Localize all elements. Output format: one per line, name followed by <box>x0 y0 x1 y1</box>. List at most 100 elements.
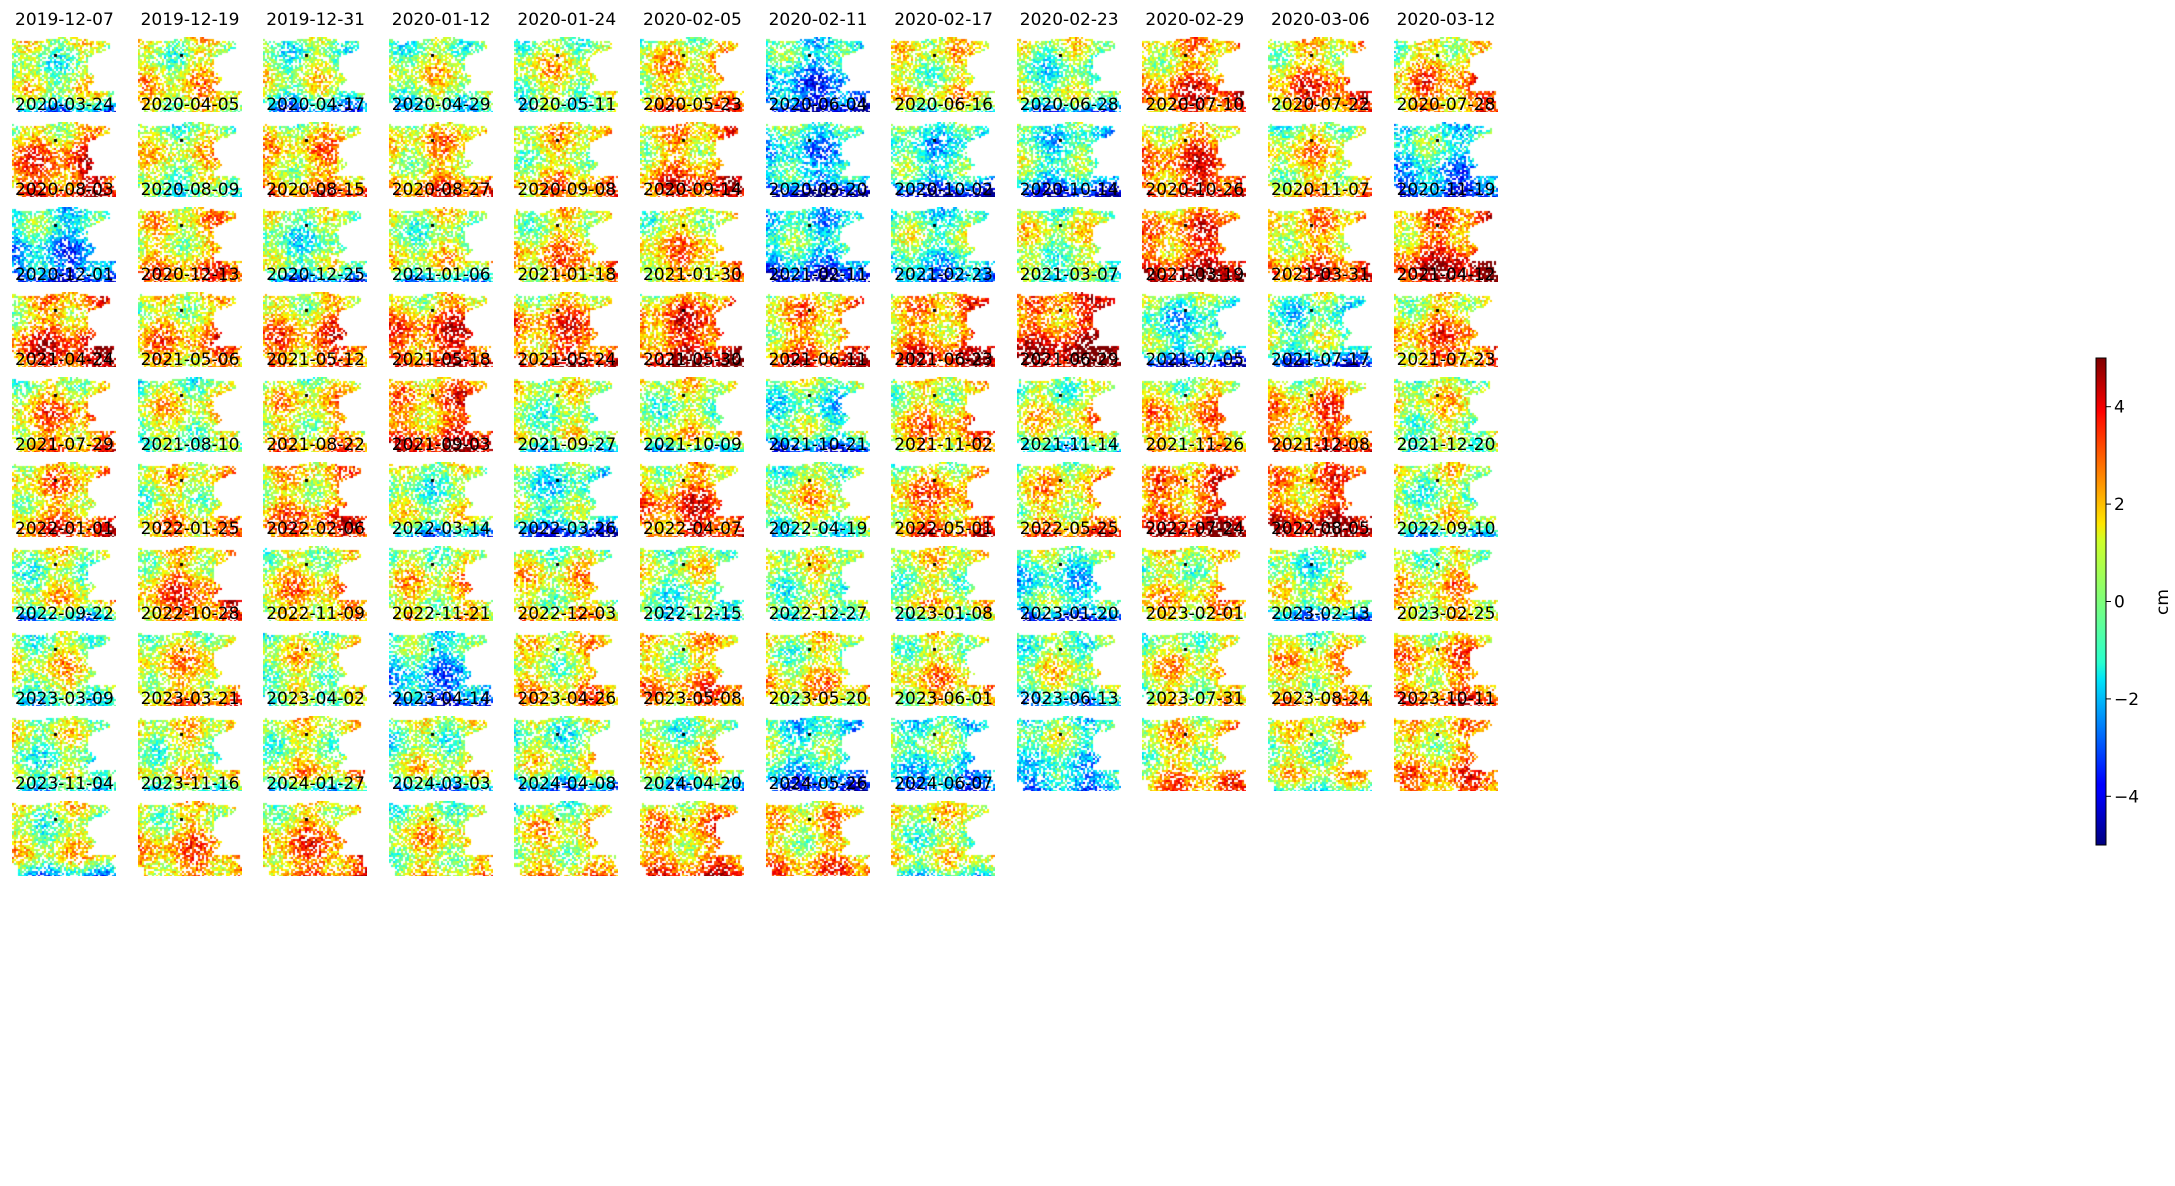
displacement-map <box>765 631 870 707</box>
panel-date-label: 2021-09-27 <box>517 434 617 455</box>
displacement-map <box>1268 121 1372 197</box>
interferogram-panel: 2020-05-11 <box>514 85 684 203</box>
panel-date-label: 2022-04-07 <box>643 519 742 540</box>
displacement-map <box>891 121 996 197</box>
panel-date-label: 2022-12-27 <box>768 604 868 625</box>
displacement-map <box>640 376 744 452</box>
interferogram-panel: 2021-08-22 <box>263 425 433 543</box>
interferogram-panel: 2019-12-07 <box>12 0 182 118</box>
interferogram-panel: 2023-02-13 <box>1268 594 1438 712</box>
panel-date-label: 2023-11-16 <box>140 774 240 795</box>
panel-date-label: 2020-04-29 <box>391 94 491 115</box>
panel-date-label: 2020-07-28 <box>1396 94 1496 115</box>
panel-date-label: 2021-04-12 <box>1396 264 1496 285</box>
displacement-map <box>1393 121 1498 197</box>
panel-date-label: 2023-06-13 <box>1019 689 1119 710</box>
displacement-map <box>388 206 493 282</box>
interferogram-panel: 2020-10-26 <box>1142 170 1312 288</box>
panel-date-label: 2022-08-05 <box>1271 519 1370 540</box>
displacement-map <box>640 206 744 282</box>
displacement-map <box>1142 631 1247 707</box>
interferogram-panel: 2020-08-03 <box>12 170 182 288</box>
displacement-map <box>765 716 870 792</box>
interferogram-panel: 2020-08-09 <box>137 170 308 288</box>
displacement-map <box>514 801 619 877</box>
panel-date-label: 2020-06-04 <box>768 94 868 115</box>
panel-date-label: 2021-02-23 <box>894 264 993 285</box>
panel-date-label: 2022-01-01 <box>15 519 114 540</box>
interferogram-panel: 2021-01-18 <box>514 255 684 373</box>
interferogram-panel: 2020-06-28 <box>1016 85 1187 203</box>
displacement-map <box>137 461 242 537</box>
panel-date-label: 2020-08-15 <box>266 179 365 200</box>
panel-date-label: 2021-06-11 <box>768 349 868 370</box>
interferogram-panel: 2020-07-28 <box>1393 85 1564 203</box>
panel-date-label: 2020-11-19 <box>1396 179 1496 200</box>
interferogram-panel: 2022-05-25 <box>1016 509 1187 627</box>
interferogram-panel: 2022-01-01 <box>12 509 182 627</box>
interferogram-panel: 2020-03-06 <box>1268 0 1438 118</box>
panel-date-label: 2020-04-05 <box>140 94 240 115</box>
interferogram-panel: 2022-09-10 <box>1393 509 1564 627</box>
displacement-map <box>1142 206 1247 282</box>
interferogram-panel: 2022-09-22 <box>12 594 182 712</box>
displacement-map <box>514 121 619 197</box>
panel-date-label: 2021-07-05 <box>1145 349 1245 370</box>
panel-date-label: 2021-05-30 <box>643 349 742 370</box>
displacement-map <box>1268 461 1372 537</box>
interferogram-panel: 2020-05-23 <box>640 85 810 203</box>
displacement-map <box>1393 37 1498 112</box>
panel-date-label: 2021-05-18 <box>391 349 491 370</box>
interferogram-panel: 2021-01-30 <box>640 255 810 373</box>
displacement-map <box>137 121 242 197</box>
panel-date-label: 2021-05-12 <box>266 349 365 370</box>
displacement-map <box>263 291 368 367</box>
colorbar-ticks: −4 −2 0 2 4 <box>2106 398 2139 807</box>
interferogram-panel: 2023-11-04 <box>12 764 182 882</box>
interferogram-panel: 2024-05-26 <box>765 764 936 882</box>
displacement-map <box>263 121 368 197</box>
interferogram-panel: 2020-11-07 <box>1268 170 1438 288</box>
panel-date-label: 2021-10-21 <box>768 434 868 455</box>
displacement-map <box>514 206 619 282</box>
interferogram-panel: 2021-07-17 <box>1268 340 1438 458</box>
interferogram-panel: 2020-08-15 <box>263 170 433 288</box>
panel-date-label: 2021-05-06 <box>140 349 240 370</box>
interferogram-panel: 2020-04-17 <box>263 85 433 203</box>
displacement-map <box>1268 716 1372 792</box>
interferogram-panel: 2021-12-20 <box>1393 425 1564 543</box>
panel-date-label: 2023-02-25 <box>1396 604 1496 625</box>
panel-date-label: 2023-04-26 <box>517 689 617 710</box>
displacement-map <box>891 37 996 112</box>
interferogram-panel: 2021-03-31 <box>1268 255 1438 373</box>
displacement-map <box>1016 631 1121 707</box>
interferogram-panel: 2023-04-02 <box>263 679 433 797</box>
interferogram-panel: 2023-04-14 <box>388 679 559 797</box>
displacement-map <box>12 546 116 622</box>
displacement-map <box>514 716 619 792</box>
interferogram-panel: 2022-10-28 <box>137 594 308 712</box>
interferogram-panel: 2021-11-02 <box>891 425 1061 543</box>
panel-date-label: 2022-11-09 <box>266 604 365 625</box>
interferogram-panel: 2024-04-08 <box>514 764 684 882</box>
displacement-map <box>514 461 619 537</box>
panel-date-label: 2020-02-17 <box>894 10 993 30</box>
displacement-map <box>1142 121 1247 197</box>
displacement-map <box>1268 631 1372 707</box>
panel-date-label: 2022-04-19 <box>768 519 868 540</box>
colorbar: −4 −2 0 2 4 cm <box>2095 357 2172 846</box>
interferogram-panel: 2021-06-11 <box>765 340 936 458</box>
displacement-map <box>263 37 368 112</box>
panel-date-label: 2020-12-13 <box>140 264 240 285</box>
interferogram-panel: 2020-02-11 <box>765 0 936 118</box>
interferogram-panel: 2022-04-19 <box>765 509 936 627</box>
panel-date-label: 2019-12-07 <box>15 10 114 30</box>
displacement-map <box>12 631 116 707</box>
interferogram-panel: 2021-04-12 <box>1393 255 1564 373</box>
interferogram-panel: 2023-03-09 <box>12 679 182 797</box>
interferogram-panel: 2021-03-19 <box>1142 255 1312 373</box>
panel-date-label: 2021-06-23 <box>894 349 993 370</box>
interferogram-panel: 2023-04-26 <box>514 679 684 797</box>
panel-date-label: 2022-10-28 <box>140 604 240 625</box>
displacement-map <box>1268 376 1372 452</box>
